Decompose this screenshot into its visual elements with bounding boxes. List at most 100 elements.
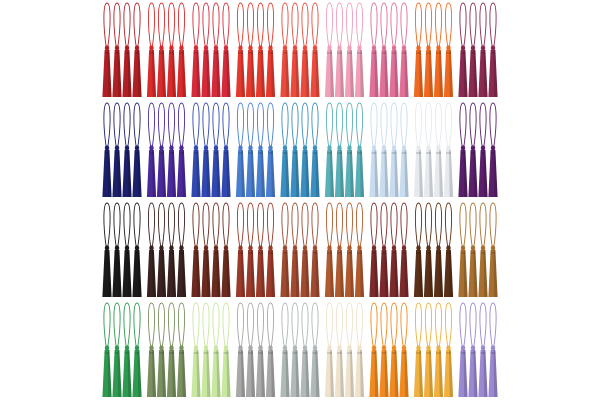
tassel-loop (192, 2, 200, 48)
tassel-shade (285, 350, 290, 397)
tassel-shade (384, 250, 389, 297)
tassel-loop (256, 2, 265, 48)
tassel-knot (446, 145, 451, 151)
tassel-loop (281, 302, 289, 348)
tassel-knot (426, 45, 431, 51)
tassel-knot (193, 45, 199, 51)
tassel-shade (493, 50, 498, 97)
tassel-shade (429, 250, 434, 297)
tassel-skirt (324, 350, 335, 397)
tassel-knot (203, 345, 209, 351)
tassel-skirt (389, 350, 399, 397)
tassel-loop (459, 102, 467, 148)
tassel-knot (179, 245, 184, 251)
tassel-skirt (245, 150, 256, 197)
tassel-shade (330, 350, 335, 397)
tassel-loop (103, 102, 111, 148)
tassel-loop (177, 2, 186, 48)
tassel-shade (360, 250, 365, 297)
tassel-shade (394, 150, 399, 197)
tassel-skirt (334, 50, 345, 97)
tassel-skirt (176, 50, 187, 97)
tassel-shade (404, 50, 409, 97)
tassel-group (235, 2, 276, 97)
tassel-skirt (156, 250, 167, 297)
tassel-skirt (255, 150, 266, 197)
tassel-skirt (413, 150, 424, 197)
tassel-knot (416, 245, 421, 251)
tassel-group (413, 102, 454, 197)
tassel-loop (192, 102, 200, 148)
tassel-group (102, 2, 142, 97)
tassel-shade (152, 250, 157, 297)
tassel-group (280, 202, 320, 297)
tassel-shade (439, 150, 444, 197)
tassel-shade (127, 250, 132, 297)
tassel-shade (206, 250, 211, 297)
tassel-skirt (280, 250, 290, 297)
tassel-loop (400, 202, 408, 248)
tassel-shade (226, 350, 231, 397)
tassel-shade (216, 50, 221, 97)
tassel-loop (147, 102, 156, 148)
tassel-knot (327, 145, 332, 151)
tassel-loop (256, 102, 265, 148)
tassel-skirt (156, 350, 167, 397)
tassel-loop (489, 302, 497, 348)
tassel-loop (370, 2, 378, 48)
tassel-knot (238, 345, 243, 351)
tassel-knot (223, 245, 229, 251)
tassel-knot (416, 45, 421, 51)
tassel-skirt (245, 250, 256, 297)
tassel-skirt (211, 50, 221, 97)
tassel-group (191, 102, 231, 197)
tassel-shade (419, 150, 424, 197)
tassel-shade (152, 50, 157, 97)
tassel-knot (446, 345, 451, 351)
tassel-loop (123, 2, 131, 48)
tassel-knot (223, 45, 229, 51)
tassel-shade (107, 250, 112, 297)
tassel-shade (137, 350, 142, 397)
tassel-knot (470, 345, 476, 351)
tassel-skirt (389, 150, 399, 197)
tassel-loop (212, 102, 220, 148)
tassel-shade (162, 350, 167, 397)
tassel-loop (325, 202, 334, 248)
tassel-knot (381, 145, 387, 151)
tassel-knot (401, 245, 407, 251)
tassel-shade (315, 350, 320, 397)
tassel-knot (401, 45, 407, 51)
tassel-knot (213, 45, 219, 51)
tassel-skirt (235, 250, 246, 297)
tassel-shade (226, 150, 231, 197)
tassel-group (413, 2, 454, 97)
tassel-knot (357, 345, 362, 351)
tassel-shade (340, 150, 345, 197)
tassel-knot (124, 45, 130, 51)
tassel-skirt (191, 150, 201, 197)
tassel-skirt (389, 50, 399, 97)
tassel-skirt (379, 350, 389, 397)
tassel-skirt (221, 150, 231, 197)
tassel-skirt (156, 150, 167, 197)
tassel-shade (261, 150, 266, 197)
tassel-loop (390, 102, 398, 148)
tassel-knot (292, 45, 298, 51)
tassel-knot (238, 245, 243, 251)
tassel-knot (213, 145, 219, 151)
tassel-knot (416, 345, 421, 351)
tassel-shade (261, 350, 266, 397)
tassel-skirt (201, 150, 211, 197)
tassel-shade (340, 250, 345, 297)
tassel-group (369, 202, 409, 297)
tassel-loop (380, 2, 388, 48)
tassel-knot (114, 245, 120, 251)
tassel-skirt (478, 150, 488, 197)
tassel-shade (196, 250, 201, 297)
tassel-knot (258, 245, 263, 251)
tassel-shade (152, 350, 157, 397)
tassel-knot (337, 45, 342, 51)
tassel-knot (381, 45, 387, 51)
tassel-shade (330, 50, 335, 97)
